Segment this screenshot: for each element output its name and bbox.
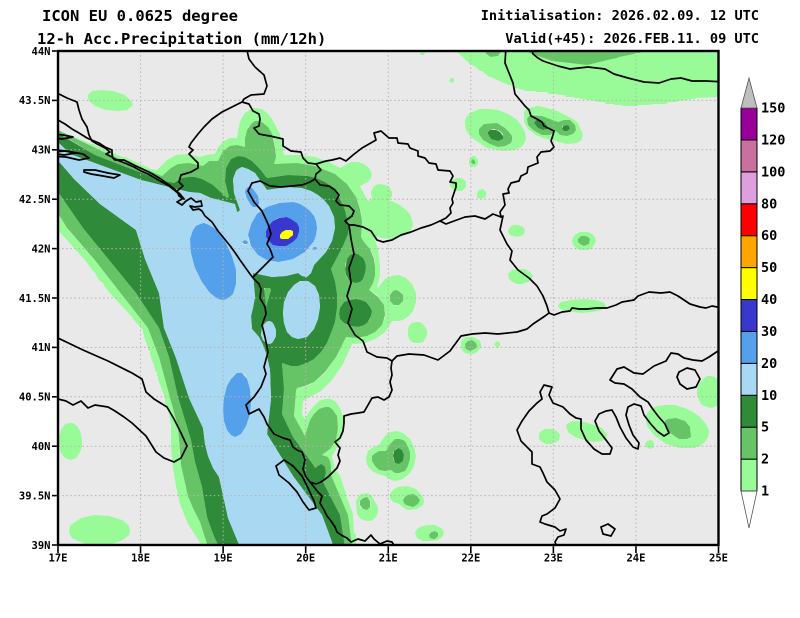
border-line [499,51,555,218]
border-line [176,101,243,200]
border-line [315,130,457,222]
precip-band-ge-40 [280,230,293,239]
lat-tick-label: 43.5N [19,95,51,107]
lat-tick-label: 44N [32,46,51,58]
colorbar-label: 120 [761,132,785,148]
border-line [83,169,121,179]
precip-band-ge-30 [266,217,299,246]
lon-tick-label: 22E [461,553,480,565]
border-line [499,215,550,314]
border-line [348,220,441,243]
colorbar-label: 40 [761,292,777,308]
axis-ticks: 17E 18E 19E 20E 21E 22E 23E 24E 25E 44N 43.5N 43N 42… [19,46,728,565]
colorbar: 150 120 100 80 60 50 40 30 20 10 5 2 1 [740,76,785,529]
border-line [309,360,393,485]
lat-tick-label: 39N [32,540,51,552]
lon-tick-label: 25E [709,553,728,565]
border-line [439,213,502,225]
colorbar-segment-5-10 [740,394,758,428]
map-frame [56,49,720,547]
colorbar-segment-2-5 [740,426,758,460]
colorbar-label: 30 [761,324,777,340]
colorbar-label: 10 [761,388,777,404]
colorbar-segment-1-2 [740,458,758,492]
colorbar-segment-120-150 [740,107,758,141]
lon-tick-label: 19E [214,553,233,565]
lat-tick-label: 40N [32,441,51,453]
colorbar-segment-100-120 [740,139,758,173]
colorbar-label: 20 [761,356,777,372]
border-line [247,178,316,278]
border-line [531,51,719,84]
border-line [391,312,550,362]
precip-band-ge-5 [58,120,570,545]
border-line [516,349,719,545]
colorbar-segment-30-40 [740,299,758,332]
lat-tick-label: 43N [32,145,51,157]
lat-tick-label: 41.5N [19,293,51,305]
colorbar-label: 50 [761,260,777,276]
colorbar-segment-80-100 [740,171,758,205]
colorbar-label: 150 [761,101,785,117]
product-title: 12-h Acc.Precipitation (mm/12h) [37,30,327,48]
colorbar-segment-50-60 [740,235,758,269]
lat-tick-label: 39.5N [19,490,51,502]
colorbar-segment-20-30 [740,330,758,364]
colorbar-under-arrow [740,490,758,529]
colorbar-label: 1 [761,484,769,500]
lon-tick-label: 18E [131,553,150,565]
lon-tick-label: 20E [296,553,315,565]
init-time: Initialisation: 2026.02.09. 12 UTC [480,8,759,24]
lat-tick-label: 40.5N [19,392,51,404]
border-line [275,459,317,511]
colorbar-segment-40-50 [740,267,758,301]
border-line [241,51,393,362]
colorbar-label: 5 [761,420,769,436]
border-line [600,523,616,537]
lat-tick-label: 42N [32,243,51,255]
border-line [58,92,185,200]
precip-band-ge-10 [58,142,335,545]
colorbar-label: 2 [761,452,769,468]
border-line [58,150,90,161]
lon-tick-label: 17E [49,553,68,565]
lon-tick-label: 24E [626,553,645,565]
colorbar-segment-10-20 [740,362,758,396]
model-title: ICON EU 0.0625 degree [42,7,238,25]
precip-band-ge-20 [190,187,317,437]
colorbar-label: 100 [761,164,785,180]
lon-tick-label: 23E [544,553,563,565]
colorbar-label: 60 [761,228,777,244]
colorbar-over-arrow [740,76,758,109]
border-line [548,291,719,316]
border-line [676,367,701,390]
lat-tick-label: 41N [32,342,51,354]
lat-tick-label: 42.5N [19,194,51,206]
valid-time: Valid(+45): 2026.FEB.11. 09 UTC [505,31,759,47]
lon-tick-label: 21E [379,553,398,565]
border-line [58,337,188,463]
border-line [58,119,395,545]
colorbar-segment-60-80 [740,203,758,237]
country-borders [58,51,719,545]
colorbar-label: 80 [761,196,777,212]
